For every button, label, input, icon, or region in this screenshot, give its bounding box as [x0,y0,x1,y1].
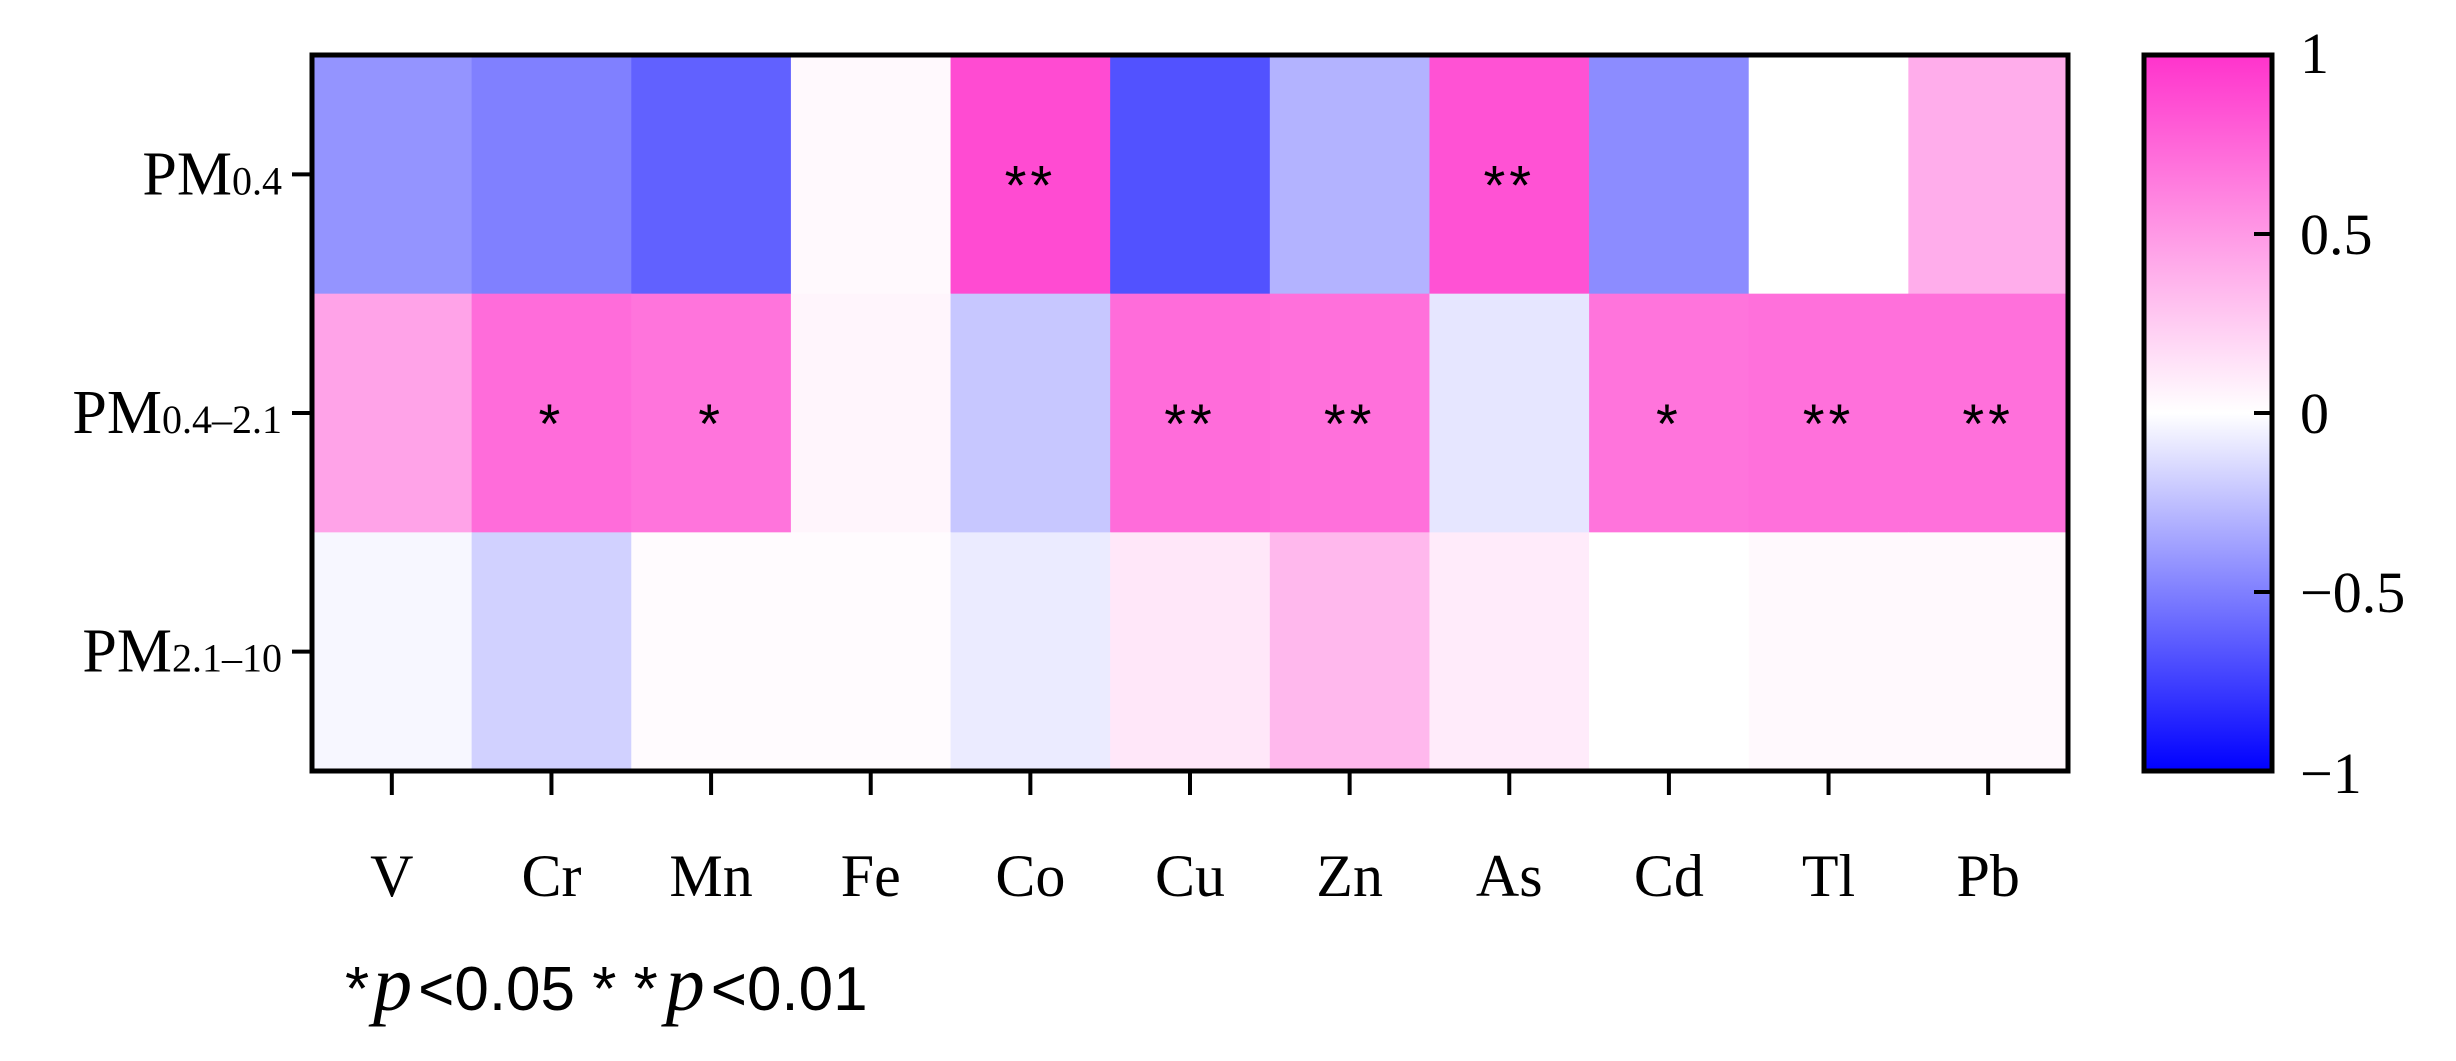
significance-marker: * [698,392,724,455]
heatmap-cell [471,55,632,295]
column-label: Pb [1956,843,2019,909]
significance-legend: *p<0.05 * * p<0.01 [345,940,868,1027]
significance-marker: * [539,392,565,455]
row-label: PM0.4 [142,140,282,208]
row-label-main: PM [82,618,172,686]
legend-p-2: p [661,940,705,1027]
heatmap-cell [1269,293,1430,533]
heatmap-cell [312,532,473,772]
heatmap-cell [312,55,473,295]
heatmap-cell [471,293,632,533]
heatmap-cells [312,55,2069,772]
column-label: Tl [1802,843,1855,909]
row-label-sub: 0.4–2.1 [162,397,282,442]
heatmap-cell [1269,55,1430,295]
significance-marker: ** [1962,392,2014,455]
heatmap-cell [631,55,792,295]
colorbar-tick-labels: 1 0.5 0 −0.5 −1 [2300,21,2405,806]
colorbar-tick-label: −1 [2300,741,2362,806]
column-label: Mn [669,843,752,909]
legend-threshold-2: <0.01 [711,955,868,1024]
heatmap-cell [631,532,792,772]
colorbar-tick-label: 1 [2300,21,2329,86]
row-label-sub: 2.1–10 [172,636,282,681]
column-label: Cr [521,843,581,909]
column-ticks [389,771,1991,795]
heatmap-cell [1589,532,1750,772]
heatmap-cell [950,532,1111,772]
heatmap-cell [1110,293,1271,533]
significance-markers: ** *** * ** ** * ** ** [539,153,2014,455]
row-ticks [292,172,312,654]
column-label: V [370,843,413,909]
column-label: Fe [841,843,901,909]
heatmap-cell [1429,532,1590,772]
heatmap-cell [790,55,952,295]
colorbar-tick-label: 0.5 [2300,202,2373,267]
heatmap-cell [1429,55,1590,295]
heatmap-cell [1908,532,2069,772]
significance-marker: ** [1324,392,1376,455]
heatmap-cell [950,55,1111,295]
significance-marker: ** [1164,392,1216,455]
heatmap-cell [1908,293,2069,533]
heatmap-cell [1110,55,1271,295]
heatmap-cell [1748,532,1909,772]
row-label: PM2.1–10 [82,618,282,686]
legend-p-1: p [368,940,412,1027]
column-labels: V Cr Mn Fe Co Cu Zn As Cd Tl Pb [370,843,2020,909]
column-label: Zn [1316,843,1383,909]
row-label-main: PM [72,379,162,447]
heatmap-cell [790,532,952,772]
heatmap-cell [1589,55,1750,295]
legend-threshold-1: <0.05 * * [418,955,658,1024]
heatmap-cell [1748,293,1909,533]
colorbar-ticks [2254,53,2272,773]
column-label: Cd [1634,843,1704,909]
column-label: Co [995,843,1065,909]
heatmap-cell [1589,293,1750,533]
colorbar-tick-label: 0 [2300,381,2329,446]
heatmap-cell [471,532,632,772]
row-label-main: PM [142,140,232,208]
heatmap-cell [1748,55,1909,295]
significance-marker: ** [1483,153,1535,216]
heatmap-cell [631,293,792,533]
colorbar-tick-label: −0.5 [2300,560,2405,625]
row-label-sub: 0.4 [232,158,282,203]
significance-marker: ** [1005,153,1057,216]
significance-marker: ** [1803,392,1855,455]
row-label: PM0.4–2.1 [72,379,282,447]
heatmap-cell [950,293,1111,533]
heatmap-cell [1429,293,1590,533]
heatmap-cell [312,293,473,533]
heatmap-cell [1110,532,1271,772]
heatmap-cell [790,293,952,533]
legend-star-1: * [345,955,369,1024]
column-label: Cu [1155,843,1225,909]
heatmap-cell [1908,55,2069,295]
colorbar [2141,52,2275,774]
heatmap-cell [1269,532,1430,772]
significance-marker: * [1656,392,1682,455]
column-label: As [1476,843,1543,909]
